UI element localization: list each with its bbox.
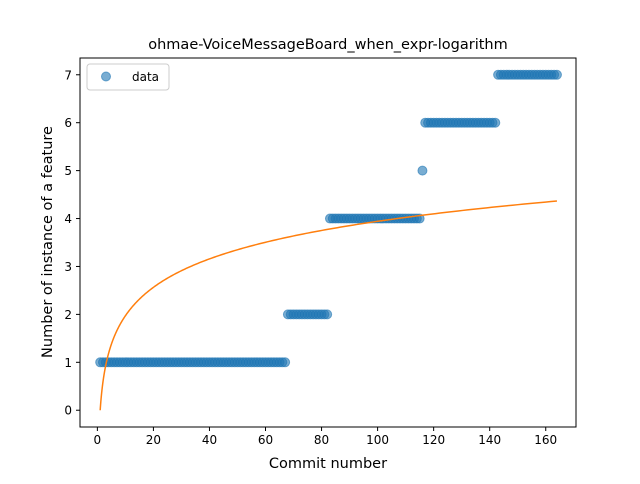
x-tick-label: 140 bbox=[478, 433, 501, 447]
y-tick-label: 7 bbox=[64, 68, 72, 82]
y-ticks: 0 1 2 3 4 5 6 7 bbox=[64, 68, 80, 418]
y-tick-label: 6 bbox=[64, 116, 72, 130]
plot-frame bbox=[79, 57, 577, 428]
data-point bbox=[322, 309, 333, 320]
x-tick-label: 40 bbox=[202, 433, 217, 447]
fit-layer bbox=[99, 200, 558, 411]
x-tick-label: 0 bbox=[94, 433, 102, 447]
legend-marker-data bbox=[101, 71, 111, 82]
x-axis-label: Commit number bbox=[269, 456, 387, 472]
y-tick-label: 1 bbox=[64, 356, 72, 370]
x-tick-label: 120 bbox=[422, 433, 445, 447]
x-tick-label: 160 bbox=[534, 433, 557, 447]
data-point bbox=[551, 69, 562, 80]
x-tick-label: 60 bbox=[258, 433, 273, 447]
x-tick-label: 80 bbox=[314, 433, 329, 447]
data-point bbox=[417, 165, 428, 176]
y-tick-label: 5 bbox=[64, 164, 72, 178]
legend: data bbox=[86, 63, 170, 91]
x-tick-label: 20 bbox=[146, 433, 161, 447]
legend-label-data: data bbox=[132, 70, 159, 84]
y-tick-label: 2 bbox=[64, 308, 72, 322]
fit-line bbox=[99, 200, 558, 411]
plot-area bbox=[80, 58, 576, 427]
y-axis-label: Number of instance of a feature bbox=[40, 126, 56, 358]
data-point bbox=[490, 117, 501, 128]
data-layer bbox=[95, 69, 562, 368]
data-point bbox=[280, 357, 291, 368]
x-tick-label: 100 bbox=[366, 433, 389, 447]
chart-title: ohmae-VoiceMessageBoard_when_expr-logari… bbox=[148, 37, 507, 53]
x-ticks: 0 20 40 60 80 100 120 140 160 bbox=[94, 427, 557, 447]
y-tick-label: 0 bbox=[64, 404, 72, 418]
legend-box bbox=[86, 63, 170, 91]
y-tick-label: 4 bbox=[64, 212, 72, 226]
y-tick-label: 3 bbox=[64, 260, 72, 274]
